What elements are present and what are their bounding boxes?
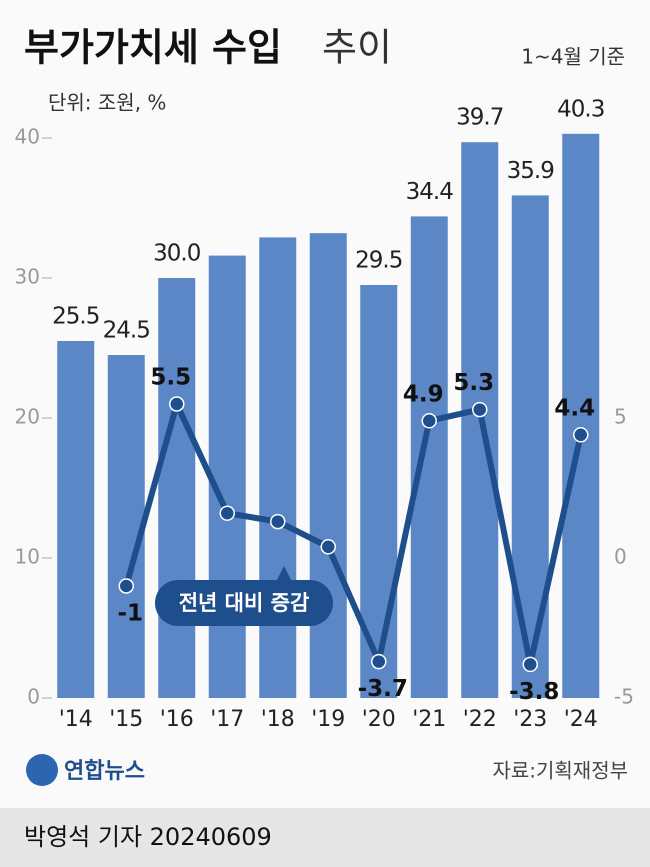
- bar: [511, 195, 549, 698]
- bar: [259, 237, 297, 698]
- bar: [562, 133, 600, 699]
- unit-label: 단위: 조원, %: [48, 91, 166, 115]
- x-tick-label: '24: [564, 707, 598, 732]
- line-point: [219, 505, 235, 521]
- line-value-label: 4.4: [554, 395, 595, 421]
- bar: [309, 233, 347, 698]
- legend-pointer: [276, 566, 292, 582]
- y2-tick-label: 5: [614, 405, 627, 429]
- y-tick-label: 10: [15, 545, 40, 569]
- line-point: [472, 401, 488, 418]
- logo: 연합뉴스: [64, 758, 145, 784]
- chart-title-suffix: 추이: [322, 26, 392, 70]
- bar: [158, 278, 196, 698]
- bar-value-label: 35.9: [507, 158, 555, 184]
- line-point: [421, 413, 437, 429]
- line-value-label: 5.3: [453, 370, 494, 396]
- x-tick-label: '21: [412, 707, 446, 732]
- x-tick-label: '20: [362, 707, 396, 732]
- legend-box: [155, 580, 333, 626]
- x-tick-label: '22: [463, 707, 497, 732]
- line-point: [320, 539, 336, 555]
- y2-tick-label: 0: [614, 545, 627, 569]
- line-point: [522, 656, 538, 673]
- y-tick-label: 40: [15, 125, 40, 149]
- line-value-label: -3.7: [358, 676, 408, 702]
- source: 자료:기획재정부: [492, 759, 628, 783]
- y-tick-label: 30: [15, 265, 40, 289]
- bar-value-label: 30.0: [153, 241, 201, 267]
- bar-value-label: 29.5: [355, 248, 402, 274]
- line-point: [169, 396, 185, 412]
- y2-tick-label: -5: [614, 685, 634, 709]
- line-point: [118, 578, 134, 594]
- bar-value-label: 40.3: [557, 96, 604, 122]
- bar: [208, 255, 246, 698]
- bar: [107, 355, 145, 698]
- bar-value-label: 34.4: [406, 179, 454, 205]
- logo-icon: [26, 754, 58, 786]
- x-tick-label: '19: [311, 707, 345, 732]
- legend-label: 전년 대비 증감: [179, 591, 310, 615]
- bar-value-label: 24.5: [103, 318, 150, 344]
- y-tick-label: 20: [15, 405, 40, 429]
- line-point: [270, 513, 286, 530]
- line-value-label: -3.8: [509, 679, 559, 705]
- x-tick-label: '15: [109, 707, 143, 732]
- footer-bar: [0, 808, 650, 867]
- line-legend: 전년 대비 증감: [155, 566, 333, 626]
- bar: [410, 216, 448, 698]
- chart-title: 부가가치세 수입: [24, 26, 282, 70]
- bar-value-label: 25.5: [52, 304, 99, 330]
- footer: 박영석 기자 20240609: [24, 823, 272, 851]
- line-value-label: 4.9: [403, 381, 444, 407]
- line-value-label: -1: [117, 601, 143, 627]
- x-tick-label: '16: [160, 707, 194, 732]
- x-tick-label: '18: [261, 707, 295, 732]
- y-tick-label: 0: [27, 685, 40, 709]
- line-value-label: 5.5: [150, 365, 191, 391]
- x-tick-label: '17: [210, 707, 244, 732]
- bar: [57, 341, 95, 698]
- x-tick-label: '23: [513, 707, 547, 732]
- line-point: [371, 653, 387, 670]
- x-tick-label: '14: [59, 707, 93, 732]
- bar-value-label: 39.7: [456, 105, 503, 131]
- line: [123, 401, 584, 668]
- subtitle: 1~4월 기준: [521, 45, 625, 69]
- line-point: [573, 427, 589, 443]
